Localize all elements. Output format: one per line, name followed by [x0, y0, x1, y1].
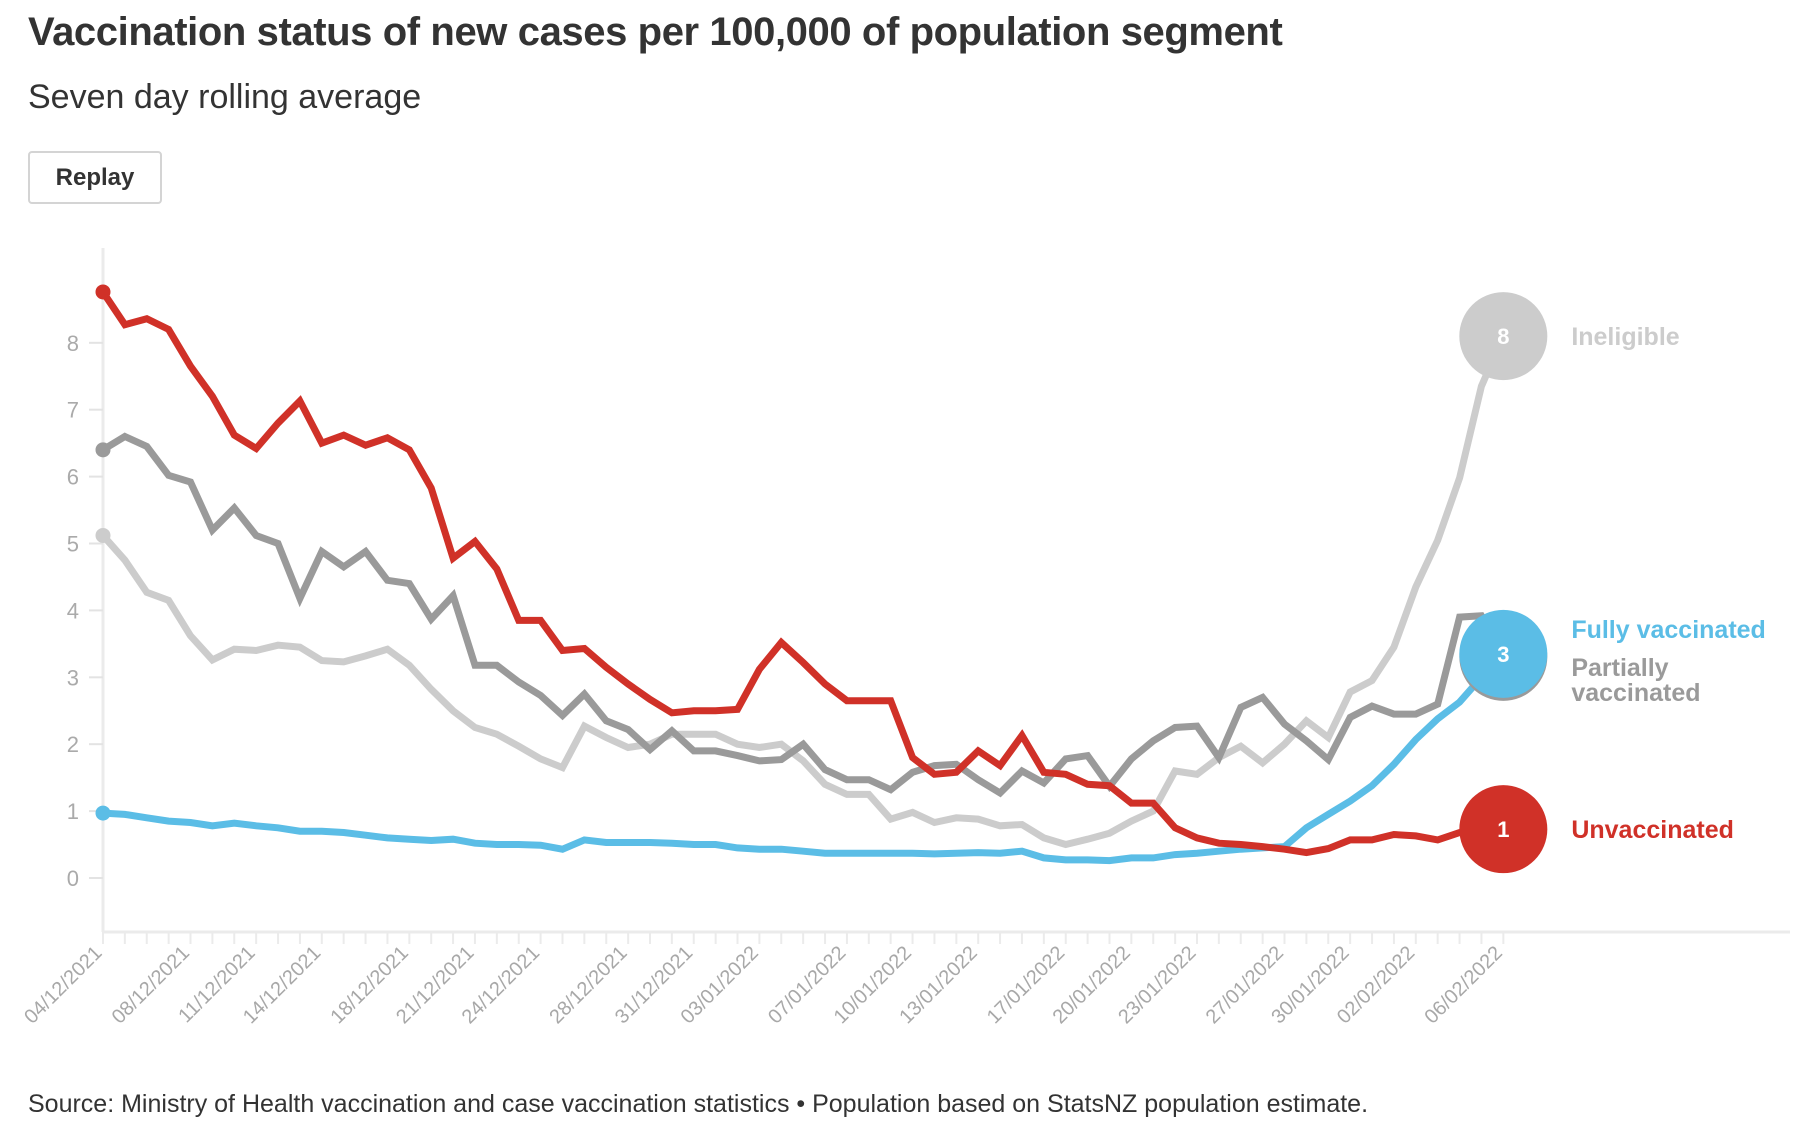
line-ineligible [100, 334, 1507, 849]
x-tick-label: 04/12/2021 [20, 942, 106, 1028]
end-value-label-unvaccinated: 1 [1497, 817, 1509, 842]
y-tick-label: 2 [67, 732, 79, 757]
end-value-label-fully-vaccinated: 3 [1497, 642, 1509, 667]
series-label-unvaccinated: Unvaccinated [1571, 816, 1734, 844]
start-point-unvaccinated [95, 284, 111, 300]
end-bubble-unvaccinated [1459, 785, 1548, 874]
start-point-ineligible [95, 527, 111, 543]
y-tick-label: 4 [67, 598, 79, 623]
replay-button[interactable]: Replay [28, 151, 162, 204]
end-value-label-ineligible: 8 [1497, 324, 1509, 349]
start-point-fully-vaccinated [95, 805, 111, 821]
y-tick-label: 5 [67, 532, 79, 557]
end-bubble-ineligible [1459, 292, 1548, 381]
y-tick-label: 0 [67, 866, 79, 891]
line-unvaccinated [100, 290, 1504, 857]
y-tick-label: 3 [67, 665, 79, 690]
y-tick-label: 8 [67, 331, 79, 356]
chart-title: Vaccination status of new cases per 100,… [28, 10, 1283, 54]
chart-subtitle: Seven day rolling average [28, 78, 422, 116]
line-partially-vaccinated [101, 432, 1507, 798]
source-note: Source: Ministry of Health vaccination a… [28, 1090, 1369, 1118]
x-tick-label: 06/02/2022 [1421, 942, 1507, 1028]
line-chart: 0 1 2 3 4 5 6 7 8 04/12/2021 08/12/202111/12/2021… [20, 248, 1790, 1028]
series-markers: 8 3 1 Ineligible Fully vaccinated Partiallyva… [95, 284, 1766, 874]
series-label-ineligible: Ineligible [1571, 323, 1679, 351]
series-lines [100, 290, 1507, 865]
series-label-fully-vaccinated: Fully vaccinated [1571, 616, 1766, 644]
x-axis-labels: 04/12/2021 08/12/202111/12/202114/12/2021… [20, 942, 1507, 1028]
end-bubble-fully-vaccinated [1459, 609, 1548, 698]
series-label-partially-vaccinated-line1: Partially [1571, 654, 1668, 682]
start-point-partially-vaccinated [95, 442, 111, 458]
y-tick-label: 6 [67, 465, 79, 490]
y-tick-label: 1 [67, 799, 79, 824]
series-label-partially-vaccinated-line2: vaccinated [1571, 679, 1700, 707]
y-tick-label: 7 [67, 398, 79, 423]
axes: 0 1 2 3 4 5 6 7 8 [67, 248, 1790, 944]
